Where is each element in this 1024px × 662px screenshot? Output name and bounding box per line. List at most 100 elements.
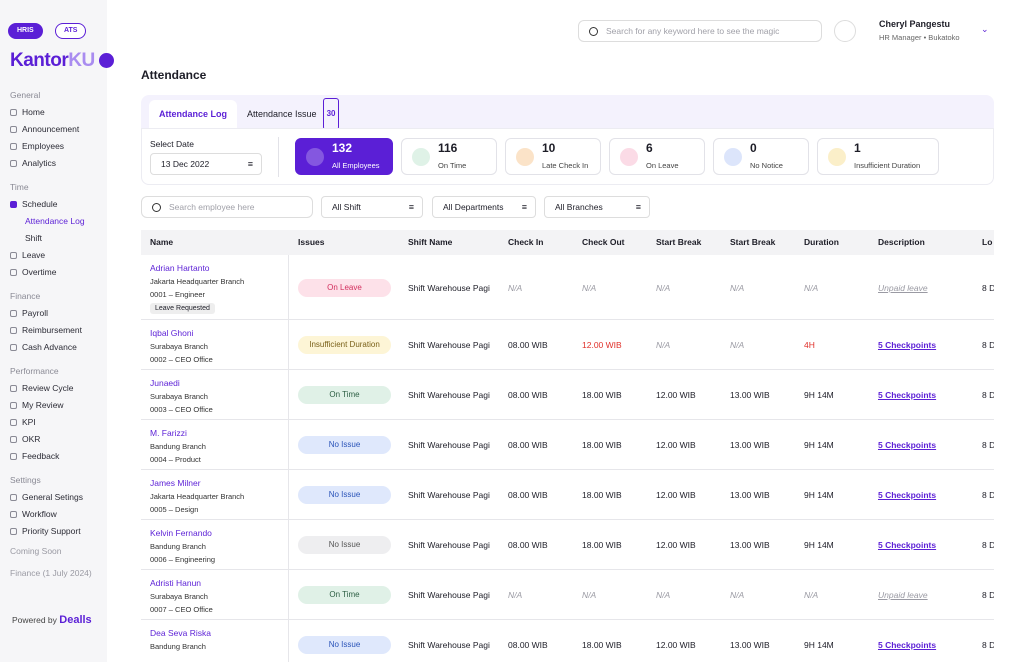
employee-name[interactable]: Kelvin Fernando bbox=[150, 528, 215, 538]
table-row[interactable]: James MilnerJakarta Headquarter Branch00… bbox=[141, 470, 994, 520]
description[interactable]: 5 Checkpoints bbox=[878, 340, 936, 350]
logo: KantorKU bbox=[10, 50, 95, 72]
nav-item[interactable]: General Setings bbox=[0, 489, 107, 506]
last-cell: 8 D bbox=[982, 390, 994, 400]
ats-badge[interactable]: ATS bbox=[55, 23, 86, 39]
stat-card[interactable]: 132All Employees bbox=[295, 138, 393, 175]
employee-branch: Surabaya Branch bbox=[150, 342, 213, 351]
nav-icon bbox=[10, 160, 17, 167]
summary-panel: Select Date 13 Dec 2022 132All Employees… bbox=[141, 128, 994, 185]
user-menu[interactable]: ⌄ bbox=[981, 24, 989, 35]
nav-item[interactable]: Feedback bbox=[0, 448, 107, 465]
last-cell: 8 D bbox=[982, 640, 994, 650]
nav-item[interactable]: Reimbursement bbox=[0, 322, 107, 339]
nav-label: KPI bbox=[22, 414, 36, 431]
nav-item[interactable]: Cash Advance bbox=[0, 339, 107, 356]
employee-search[interactable]: Search employee here bbox=[141, 196, 313, 218]
stat-label: On Leave bbox=[646, 161, 679, 170]
gift-button[interactable] bbox=[834, 20, 856, 42]
name-cell: Dea Seva Riska Bandung Branch bbox=[150, 628, 211, 651]
nav-section-title: Settings bbox=[0, 472, 107, 489]
column-header: Shift Name bbox=[408, 230, 452, 255]
employee-name[interactable]: Iqbal Ghoni bbox=[150, 328, 213, 338]
description[interactable]: 5 Checkpoints bbox=[878, 540, 936, 550]
stat-value: 10 bbox=[542, 141, 588, 155]
name-cell: M. FarizziBandung Branch0004 – Product bbox=[150, 428, 206, 464]
stat-card[interactable]: 10Late Check In bbox=[505, 138, 601, 175]
employee-tag: Leave Requested bbox=[150, 303, 215, 314]
stat-label: Insufficient Duration bbox=[854, 161, 920, 170]
table-row[interactable]: M. FarizziBandung Branch0004 – ProductNo… bbox=[141, 420, 994, 470]
employee-branch: Bandung Branch bbox=[150, 642, 211, 651]
nav-label: Home bbox=[22, 104, 45, 121]
nav-item[interactable]: Overtime bbox=[0, 264, 107, 281]
nav-item[interactable]: Home bbox=[0, 104, 107, 121]
filter-dropdown[interactable]: All Branches bbox=[544, 196, 650, 218]
nav-label: Attendance Log bbox=[25, 213, 85, 230]
employee-name[interactable]: Dea Seva Riska bbox=[150, 628, 211, 638]
global-search[interactable]: Search for any keyword here to see the m… bbox=[578, 20, 822, 42]
time-cell: 18.00 WIB bbox=[582, 440, 622, 450]
filter-dropdown[interactable]: All Departments bbox=[432, 196, 536, 218]
employee-name[interactable]: James Milner bbox=[150, 478, 244, 488]
date-picker[interactable]: 13 Dec 2022 bbox=[150, 153, 262, 175]
nav-item[interactable]: Attendance Log bbox=[0, 213, 107, 230]
nav-item[interactable]: Priority Support bbox=[0, 523, 107, 540]
nav-icon bbox=[10, 511, 17, 518]
nav-item[interactable]: Employees bbox=[0, 138, 107, 155]
nav-item[interactable]: Analytics bbox=[0, 155, 107, 172]
tab[interactable]: Attendance Log bbox=[149, 100, 237, 128]
nav-item[interactable]: Schedule bbox=[0, 196, 107, 213]
stat-card[interactable]: 1Insufficient Duration bbox=[817, 138, 939, 175]
employee-name[interactable]: Junaedi bbox=[150, 378, 213, 388]
stat-icon bbox=[724, 148, 742, 166]
table-row[interactable]: Kelvin FernandoBandung Branch0006 – Engi… bbox=[141, 520, 994, 570]
hris-badge[interactable]: HRIS bbox=[8, 23, 43, 39]
nav-label: Leave bbox=[22, 247, 45, 264]
nav-label: My Review bbox=[22, 397, 64, 414]
employee-name[interactable]: Adristi Hanun bbox=[150, 578, 213, 588]
nav-item[interactable]: KPI bbox=[0, 414, 107, 431]
collapse-button[interactable] bbox=[99, 53, 114, 68]
time-cell: N/A bbox=[804, 283, 818, 293]
stat-label: No Notice bbox=[750, 161, 783, 170]
description[interactable]: 5 Checkpoints bbox=[878, 440, 936, 450]
nav-item[interactable]: Payroll bbox=[0, 305, 107, 322]
nav-item[interactable]: Workflow bbox=[0, 506, 107, 523]
nav-item[interactable]: Shift bbox=[0, 230, 107, 247]
nav-label: Announcement bbox=[22, 121, 79, 138]
nav-item[interactable]: Announcement bbox=[0, 121, 107, 138]
stat-value: 116 bbox=[438, 141, 466, 155]
employee-name[interactable]: Adrian Hartanto bbox=[150, 263, 244, 273]
table-row[interactable]: Iqbal GhoniSurabaya Branch0002 – CEO Off… bbox=[141, 320, 994, 370]
description[interactable]: 5 Checkpoints bbox=[878, 490, 936, 500]
stat-card[interactable]: 6On Leave bbox=[609, 138, 705, 175]
nav-item[interactable]: My Review bbox=[0, 397, 107, 414]
stat-card[interactable]: 0No Notice bbox=[713, 138, 809, 175]
table-row[interactable]: Adristi HanunSurabaya Branch0007 – CEO O… bbox=[141, 570, 994, 620]
tab[interactable]: Attendance Issue30 bbox=[237, 100, 349, 128]
description[interactable]: 5 Checkpoints bbox=[878, 640, 936, 650]
time-cell: N/A bbox=[582, 283, 596, 293]
stat-card[interactable]: 116On Time bbox=[401, 138, 497, 175]
tab-count: 30 bbox=[323, 98, 340, 130]
user-role: HR Manager • Bukatoko bbox=[879, 33, 960, 42]
time-cell: 12.00 WIB bbox=[656, 540, 696, 550]
time-cell: 08.00 WIB bbox=[508, 390, 548, 400]
filter-dropdown[interactable]: All Shift bbox=[321, 196, 423, 218]
employee-name[interactable]: M. Farizzi bbox=[150, 428, 206, 438]
name-cell: Iqbal GhoniSurabaya Branch0002 – CEO Off… bbox=[150, 328, 213, 364]
table-row[interactable]: JunaediSurabaya Branch0003 – CEO OfficeO… bbox=[141, 370, 994, 420]
column-header: Duration bbox=[804, 230, 839, 255]
table-row[interactable]: Dea Seva RiskaBandung BranchNo IssueShif… bbox=[141, 620, 994, 662]
date-label: Select Date bbox=[150, 139, 194, 149]
col-divider bbox=[288, 620, 289, 662]
nav-item[interactable]: Leave bbox=[0, 247, 107, 264]
description[interactable]: 5 Checkpoints bbox=[878, 390, 936, 400]
time-cell: 13.00 WIB bbox=[730, 440, 770, 450]
divider bbox=[278, 137, 279, 177]
table-row[interactable]: Adrian HartantoJakarta Headquarter Branc… bbox=[141, 255, 994, 320]
nav-item[interactable]: OKR bbox=[0, 431, 107, 448]
nav-item[interactable]: Review Cycle bbox=[0, 380, 107, 397]
